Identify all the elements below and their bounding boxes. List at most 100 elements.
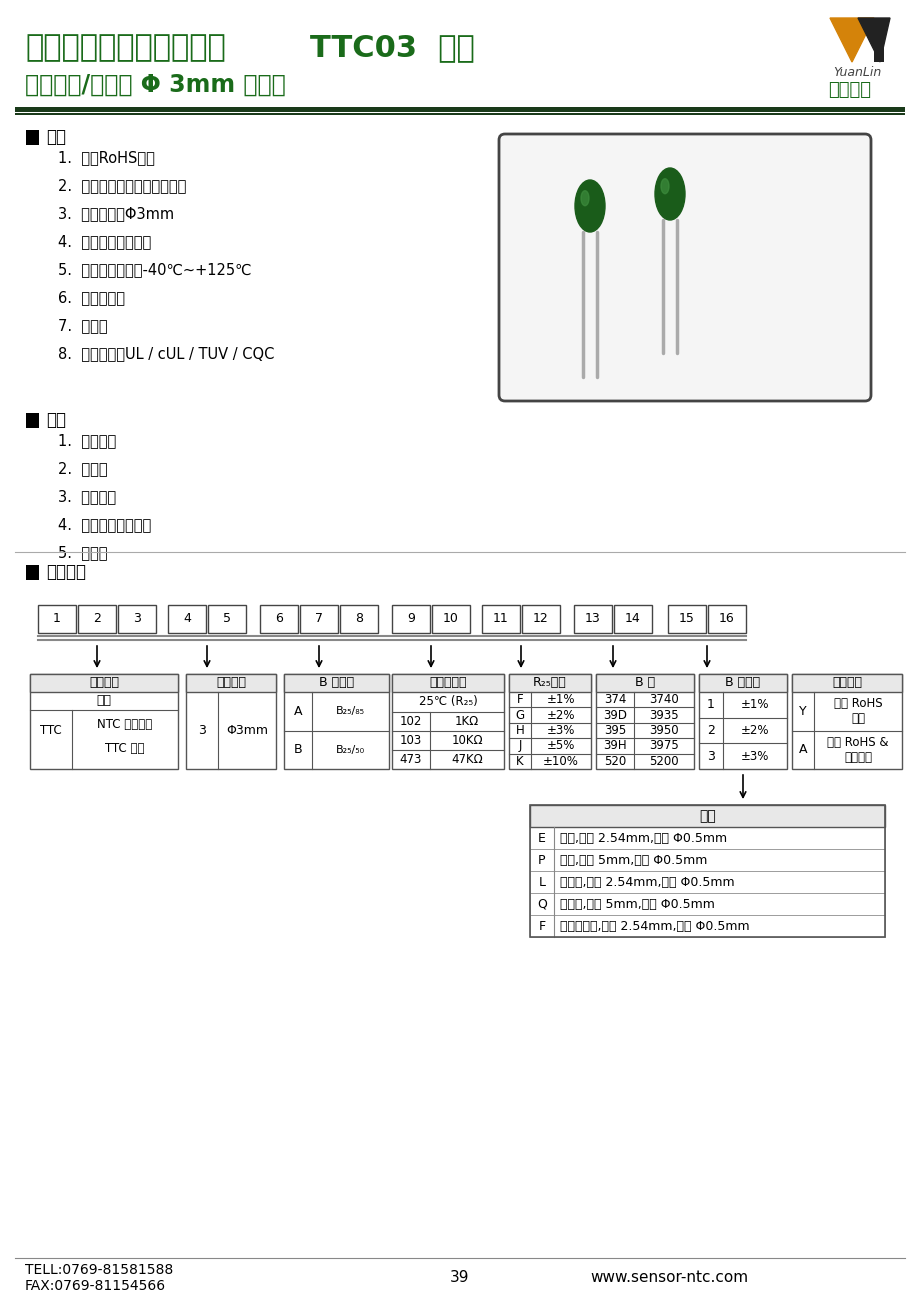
Bar [698, 674, 786, 691]
Text: 5200: 5200 [649, 755, 678, 768]
Text: ±2%: ±2% [546, 708, 574, 721]
Text: 要求: 要求 [850, 712, 864, 725]
Bar [260, 605, 298, 633]
Text: 本体尺寸: 本体尺寸 [216, 677, 245, 690]
Text: 3: 3 [133, 612, 141, 625]
Bar [596, 674, 693, 691]
Text: 9: 9 [406, 612, 414, 625]
Text: R₂₅公差: R₂₅公差 [532, 677, 566, 690]
Text: 3975: 3975 [649, 740, 678, 753]
Text: 可选后镀: 可选后镀 [831, 677, 861, 690]
Text: 12: 12 [532, 612, 549, 625]
Text: 3950: 3950 [649, 724, 678, 737]
Text: 395: 395 [603, 724, 626, 737]
Text: ±5%: ±5% [546, 740, 574, 753]
Text: 6: 6 [275, 612, 283, 625]
Bar [596, 674, 693, 769]
Text: 3: 3 [198, 724, 206, 737]
Text: 2.  可提供无卤要求的系列产品: 2. 可提供无卤要求的系列产品 [58, 178, 187, 194]
Bar [873, 18, 883, 62]
Text: 3935: 3935 [649, 708, 678, 721]
Text: ±1%: ±1% [546, 693, 574, 706]
Bar [698, 674, 786, 769]
Text: 25℃ (R₂₅): 25℃ (R₂₅) [418, 695, 477, 708]
Text: Q: Q [537, 897, 546, 910]
Text: B 值: B 值 [634, 677, 654, 690]
Bar [15, 113, 904, 115]
Text: 13: 13 [584, 612, 600, 625]
Bar [521, 605, 560, 633]
Text: F: F [516, 693, 523, 706]
Bar [529, 871, 884, 893]
Bar [26, 565, 39, 579]
Text: 5: 5 [222, 612, 231, 625]
Text: 16: 16 [719, 612, 734, 625]
Bar [508, 674, 590, 691]
Text: 8: 8 [355, 612, 363, 625]
Text: Y: Y [799, 704, 806, 717]
Text: L: L [538, 875, 545, 888]
Text: 4: 4 [183, 612, 191, 625]
Text: 1KΩ: 1KΩ [454, 715, 479, 728]
Text: 47KΩ: 47KΩ [450, 753, 482, 766]
Bar [26, 413, 39, 428]
Ellipse shape [581, 190, 588, 206]
Text: 10KΩ: 10KΩ [450, 734, 482, 747]
Bar [529, 827, 884, 849]
Text: 源林电子: 源林电子 [827, 81, 870, 99]
Text: ±10%: ±10% [542, 755, 578, 768]
Text: 5.  适配器: 5. 适配器 [58, 546, 108, 560]
Text: 473: 473 [400, 753, 422, 766]
Text: 2: 2 [707, 724, 714, 737]
Text: A: A [293, 704, 302, 717]
Text: H: H [515, 724, 524, 737]
Text: NTC 热敏电阻: NTC 热敏电阻 [97, 719, 153, 732]
Bar [38, 605, 76, 633]
Text: 4.  径向引线树脂封装: 4. 径向引线树脂封装 [58, 234, 151, 250]
Text: 15: 15 [678, 612, 694, 625]
Ellipse shape [660, 178, 668, 194]
Bar [432, 605, 470, 633]
Bar [529, 805, 884, 937]
Bar [284, 674, 389, 691]
Bar [791, 674, 901, 769]
Bar [284, 674, 389, 769]
Text: 零功率电阻: 零功率电阻 [429, 677, 466, 690]
Text: B₂₅/₅₀: B₂₅/₅₀ [335, 745, 364, 755]
Bar [508, 674, 590, 769]
Text: G: G [515, 708, 524, 721]
Text: 外弯型引脚,脚距 2.54mm,线径 Φ0.5mm: 外弯型引脚,脚距 2.54mm,线径 Φ0.5mm [560, 919, 749, 932]
Bar [30, 674, 177, 691]
Text: ±3%: ±3% [740, 750, 768, 763]
Bar [529, 805, 884, 827]
Text: 3.  数字仪表: 3. 数字仪表 [58, 490, 116, 504]
Bar [186, 674, 276, 691]
Text: 兴勤: 兴勤 [96, 694, 111, 707]
Bar [30, 674, 177, 769]
Text: 1: 1 [53, 612, 61, 625]
Text: K: K [516, 755, 523, 768]
Bar [482, 605, 519, 633]
Text: 1.  满足RoHS要求: 1. 满足RoHS要求 [58, 151, 154, 165]
Text: 10: 10 [443, 612, 459, 625]
Text: TTC: TTC [40, 724, 62, 737]
Text: 3: 3 [707, 750, 714, 763]
Text: A: A [798, 743, 806, 756]
Text: www.sensor-ntc.com: www.sensor-ntc.com [589, 1271, 747, 1285]
Text: TTC 系列: TTC 系列 [105, 742, 144, 755]
Text: 无卤要求: 无卤要求 [843, 751, 871, 764]
Bar [613, 605, 652, 633]
Text: 5.  工作温度范围：-40℃~+125℃: 5. 工作温度范围：-40℃~+125℃ [58, 263, 251, 277]
Text: ±1%: ±1% [740, 698, 768, 711]
Bar [391, 674, 504, 691]
Text: ±2%: ±2% [740, 724, 768, 737]
Text: F: F [538, 919, 545, 932]
Bar [791, 674, 901, 691]
Polygon shape [829, 18, 873, 62]
Ellipse shape [654, 168, 685, 220]
Text: 产品类型: 产品类型 [89, 677, 119, 690]
Text: ±3%: ±3% [546, 724, 574, 737]
Text: 39D: 39D [602, 708, 627, 721]
Text: 1.  家用电器: 1. 家用电器 [58, 434, 116, 448]
Text: 编码规则: 编码规则 [46, 562, 85, 581]
